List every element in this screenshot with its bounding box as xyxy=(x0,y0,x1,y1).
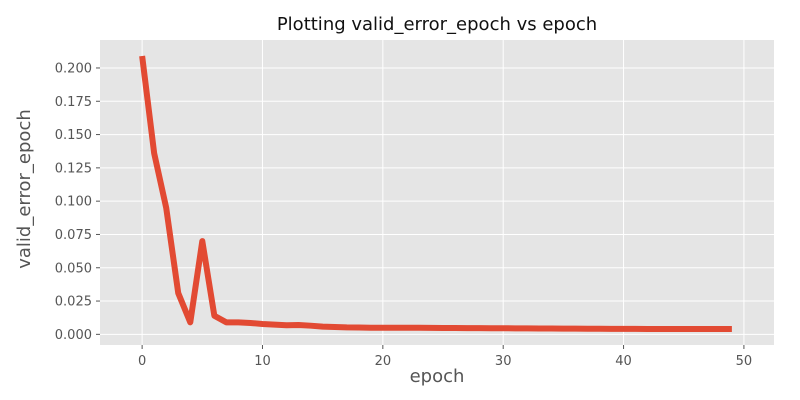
y-tick-label: 0.000 xyxy=(55,328,92,343)
x-gridlines xyxy=(141,40,745,345)
y-tick-label: 0.050 xyxy=(55,261,92,276)
x-tick-label: 30 xyxy=(495,354,512,369)
chart-title: Plotting valid_error_epoch vs epoch xyxy=(277,14,597,35)
y-tick-label: 0.175 xyxy=(55,95,92,110)
y-axis-label: valid_error_epoch xyxy=(14,109,35,269)
series-line-0 xyxy=(139,55,732,333)
y-tick-label: 0.200 xyxy=(55,61,92,76)
x-tick-label: 10 xyxy=(254,354,271,369)
y-tick-label: 0.150 xyxy=(55,128,92,143)
y-tick-label: 0.075 xyxy=(55,228,92,243)
series-group xyxy=(139,55,732,333)
y-tick-label: 0.100 xyxy=(55,195,92,210)
x-axis-label: epoch xyxy=(410,366,465,387)
x-tick-label: 20 xyxy=(375,354,392,369)
x-tick-label: 0 xyxy=(138,354,146,369)
y-axis-ticks: 0.000 0.025 0.050 0.075 0.100 0.125 0.150 0.175… xyxy=(55,61,100,343)
x-axis-ticks: 0 10 20 30 40 50 xyxy=(138,345,752,369)
x-tick-label: 40 xyxy=(615,354,632,369)
y-tick-label: 0.125 xyxy=(55,161,92,176)
x-tick-label: 50 xyxy=(736,354,753,369)
plot-area xyxy=(100,40,774,345)
y-tick-label: 0.025 xyxy=(55,295,92,310)
